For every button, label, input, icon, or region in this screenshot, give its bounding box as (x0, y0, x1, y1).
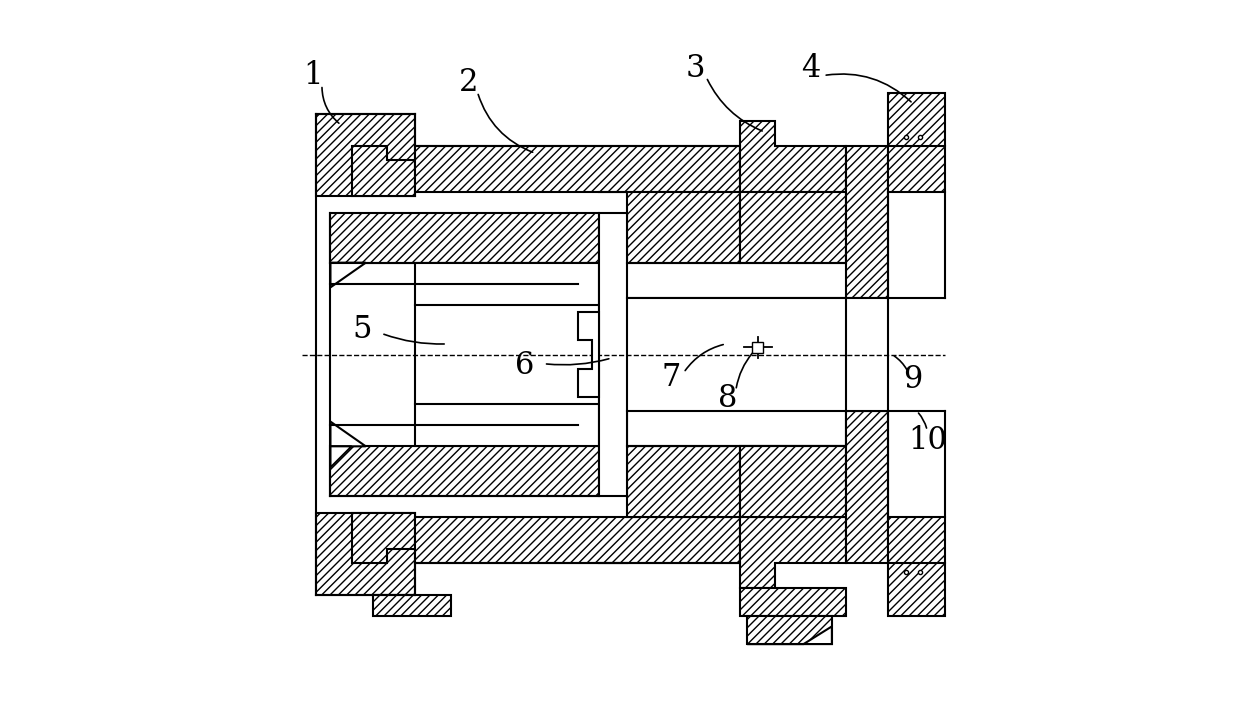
Bar (627, 298, 846, 411)
Polygon shape (846, 411, 888, 563)
Polygon shape (748, 626, 832, 644)
Bar (415, 263, 599, 446)
Polygon shape (330, 263, 366, 287)
Polygon shape (888, 517, 945, 616)
Bar (415, 146, 740, 192)
Polygon shape (748, 616, 832, 644)
Bar (627, 192, 740, 263)
Bar (627, 298, 846, 446)
Polygon shape (740, 121, 846, 192)
Bar (740, 192, 846, 263)
Bar (740, 446, 846, 517)
Text: 5: 5 (352, 314, 372, 345)
Bar (753, 342, 764, 353)
Text: 6: 6 (515, 350, 534, 381)
Bar (330, 213, 599, 263)
Polygon shape (740, 517, 846, 588)
Bar (316, 114, 415, 196)
Text: 8: 8 (718, 383, 737, 414)
Polygon shape (352, 146, 415, 196)
Polygon shape (373, 595, 450, 616)
Polygon shape (740, 588, 846, 616)
Text: 2: 2 (459, 67, 477, 98)
Bar (415, 517, 740, 563)
Text: 7: 7 (661, 362, 681, 393)
Polygon shape (330, 422, 366, 446)
Polygon shape (330, 446, 352, 467)
Bar (627, 446, 740, 517)
Polygon shape (888, 93, 945, 192)
Text: 9: 9 (904, 364, 923, 395)
Text: 3: 3 (686, 53, 706, 84)
Text: 10: 10 (908, 425, 946, 456)
Text: 1: 1 (303, 60, 322, 91)
Polygon shape (352, 513, 415, 563)
Bar (846, 298, 888, 411)
Polygon shape (846, 146, 888, 298)
Bar (599, 213, 627, 496)
Bar (316, 513, 415, 595)
Text: 4: 4 (801, 53, 821, 84)
Polygon shape (578, 312, 599, 397)
Bar (330, 446, 599, 496)
